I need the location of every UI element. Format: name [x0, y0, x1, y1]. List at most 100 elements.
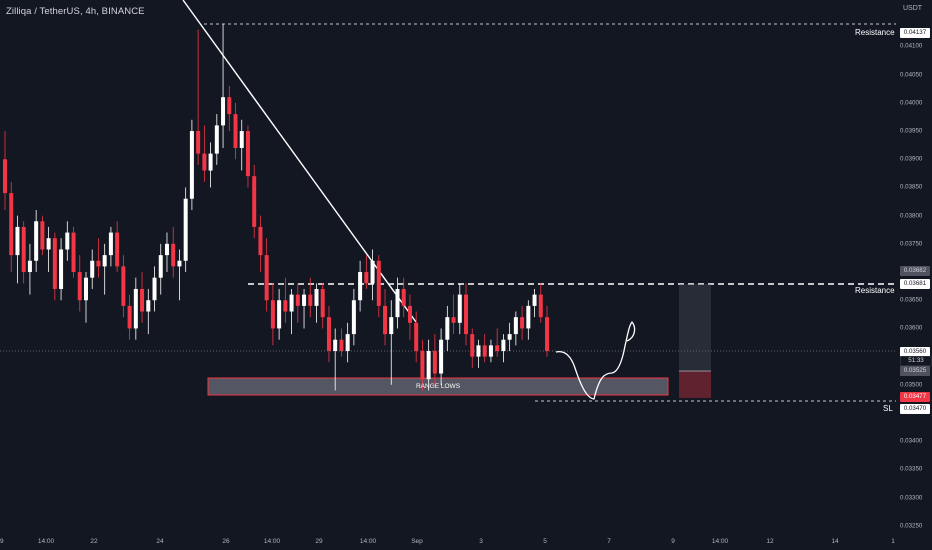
candle-body: [52, 238, 57, 289]
tag-last-price: 0.03560: [900, 347, 930, 357]
candle-body: [277, 300, 282, 329]
candle-down: [40, 215, 45, 256]
tag-03525: 0.03525: [900, 366, 930, 376]
tag-countdown: 51:33: [900, 356, 932, 366]
candle-body: [420, 351, 425, 380]
candle-down: [545, 305, 550, 357]
candle-body: [252, 176, 257, 227]
candle-body: [370, 260, 375, 284]
candle-down: [538, 283, 543, 323]
candle-down: [77, 255, 82, 312]
candle-down: [171, 226, 176, 278]
candle-body: [295, 294, 300, 306]
candle-body: [364, 272, 369, 284]
candle-down: [264, 238, 269, 312]
candle-body: [227, 97, 232, 115]
candle-down: [245, 125, 250, 188]
candle-down: [339, 328, 344, 357]
time-axis[interactable]: 19 14:00 22 24 26 14:00 29 14:00 Sep 3 5 7 9 14:00 12 1…: [0, 530, 896, 550]
candle-up: [395, 277, 400, 329]
price-axis[interactable]: 0.04100 0.04050 0.04000 0.03950 0.03900 0.038…: [896, 0, 932, 530]
candle-up: [476, 339, 481, 368]
candle-up: [59, 238, 64, 301]
price-tick: 0.03900: [900, 155, 923, 163]
descending-trendline[interactable]: [182, 0, 417, 323]
candle-down: [71, 226, 76, 278]
candle-body: [102, 255, 107, 267]
candle-body: [177, 260, 182, 267]
candle-body: [27, 260, 32, 273]
candle-up: [345, 322, 350, 363]
price-tick: 0.03400: [900, 437, 923, 445]
candle-up: [239, 119, 244, 171]
candle-body: [345, 334, 350, 351]
candle-body: [121, 266, 126, 306]
position-stop-zone: [679, 371, 711, 398]
candle-body: [90, 260, 95, 278]
candle-up: [102, 243, 107, 295]
candle-down: [470, 328, 475, 368]
candle-body: [289, 294, 294, 312]
candle-body: [40, 221, 45, 250]
candle-down: [401, 277, 406, 318]
candle-body: [214, 125, 219, 154]
candle-body: [239, 131, 244, 148]
candle-up: [83, 272, 88, 323]
price-tick: 0.03950: [900, 127, 923, 135]
tag-03477: 0.03477: [900, 392, 930, 402]
candle-body: [526, 305, 531, 329]
time-tick: 24: [156, 538, 164, 545]
candle-down: [227, 85, 232, 132]
candle-body: [196, 131, 201, 154]
candle-up: [214, 114, 219, 165]
candle-body: [326, 317, 331, 351]
candle-up: [507, 322, 512, 351]
resistance-top-label: Resistance: [855, 28, 895, 37]
candle-up: [108, 226, 113, 267]
candle-body: [488, 345, 493, 357]
candle-body: [71, 232, 76, 273]
candle-body: [133, 288, 138, 329]
time-tick: 1: [891, 538, 895, 545]
candle-up: [183, 187, 188, 273]
candle-up: [488, 339, 493, 363]
candle-down: [295, 283, 300, 323]
time-tick: 14:00: [359, 538, 377, 545]
candle-up: [302, 288, 307, 329]
candle-up: [27, 243, 32, 295]
candle-up: [526, 300, 531, 340]
candle-body: [495, 345, 500, 351]
candle-up: [501, 334, 506, 363]
candle-up: [289, 288, 294, 335]
price-tick: 0.03850: [900, 183, 923, 191]
candle-body: [21, 226, 26, 273]
candle-body: [532, 294, 537, 306]
candle-down: [383, 288, 388, 346]
time-tick: 3: [479, 538, 483, 545]
candle-body: [9, 193, 14, 256]
time-tick: 22: [90, 538, 98, 545]
symbol-title[interactable]: Zilliqa / TetherUS, 4h, BINANCE: [6, 6, 145, 17]
time-tick: 14:00: [263, 538, 281, 545]
candle-body: [158, 255, 163, 278]
candle-body: [183, 198, 188, 261]
candle-down: [326, 305, 331, 363]
time-tick: 14:00: [37, 538, 55, 545]
candle-up: [351, 288, 356, 346]
tag-resistance-top: 0.04137: [900, 28, 930, 38]
range-lows-zone[interactable]: [207, 377, 669, 396]
candle-body: [513, 317, 518, 335]
price-tick: 0.04000: [900, 99, 923, 107]
projected-path-drawing[interactable]: [555, 320, 636, 400]
candle-down: [252, 164, 257, 239]
tag-03682: 0.03682: [900, 266, 930, 276]
candle-body: [264, 255, 269, 301]
candle-body: [245, 131, 250, 177]
candle-down: [96, 238, 101, 278]
candle-up: [370, 249, 375, 301]
price-tick: 0.03300: [900, 494, 923, 502]
price-tick: 0.03800: [900, 212, 923, 220]
candle-body: [320, 288, 325, 318]
range-lows-label: RANGE LOWS: [415, 383, 461, 390]
